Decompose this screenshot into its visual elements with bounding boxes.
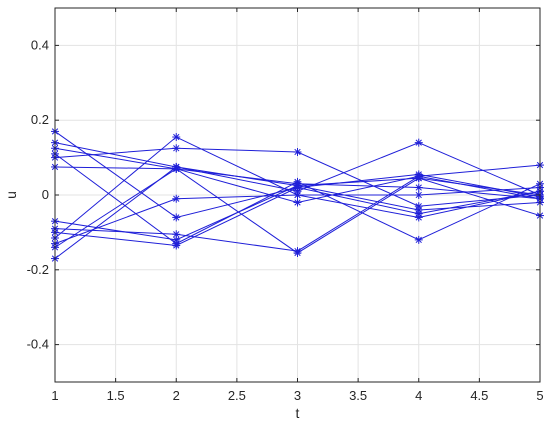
x-tick-label: 2: [173, 388, 180, 403]
ticks: 1 1.5 2 2.5 3 3.5 4 4.5 5 -0.4 -0.2 0 0.2 0.4: [27, 8, 544, 403]
data-point-marker: [172, 230, 181, 239]
data-point-marker: [414, 183, 423, 192]
data-point-marker: [172, 144, 181, 153]
y-tick-label: -0.4: [27, 337, 49, 352]
data-point-marker: [414, 172, 423, 181]
x-tick-label: 1: [51, 388, 58, 403]
data-point-marker: [293, 198, 302, 207]
y-tick-label: -0.2: [27, 262, 49, 277]
data-point-marker: [172, 241, 181, 250]
y-tick-label: 0.4: [31, 37, 49, 52]
data-point-marker: [414, 205, 423, 214]
x-tick-label: 3: [294, 388, 301, 403]
x-tick-label: 4: [415, 388, 422, 403]
data-point-marker: [414, 138, 423, 147]
data-point-marker: [293, 191, 302, 199]
data-point-marker: [172, 162, 181, 171]
x-tick-label: 3.5: [349, 388, 367, 403]
x-axis-label: t: [296, 405, 300, 421]
x-tick-label: 5: [536, 388, 543, 403]
y-axis-label: u: [3, 191, 19, 199]
data-point-marker: [293, 181, 302, 190]
y-tick-label: 0: [42, 187, 49, 202]
x-tick-label: 1.5: [107, 388, 125, 403]
data-point-marker: [414, 235, 423, 244]
series-13: [51, 172, 544, 256]
data-point-marker: [414, 213, 423, 222]
data-point-marker: [172, 133, 181, 142]
data-point-marker: [293, 147, 302, 156]
x-tick-label: 2.5: [228, 388, 246, 403]
data-point-marker: [172, 194, 181, 203]
y-tick-label: 0.2: [31, 112, 49, 127]
x-tick-label: 4.5: [470, 388, 488, 403]
data-point-marker: [414, 191, 423, 199]
data-point-marker: [172, 213, 181, 222]
data-point-marker: [293, 247, 302, 256]
